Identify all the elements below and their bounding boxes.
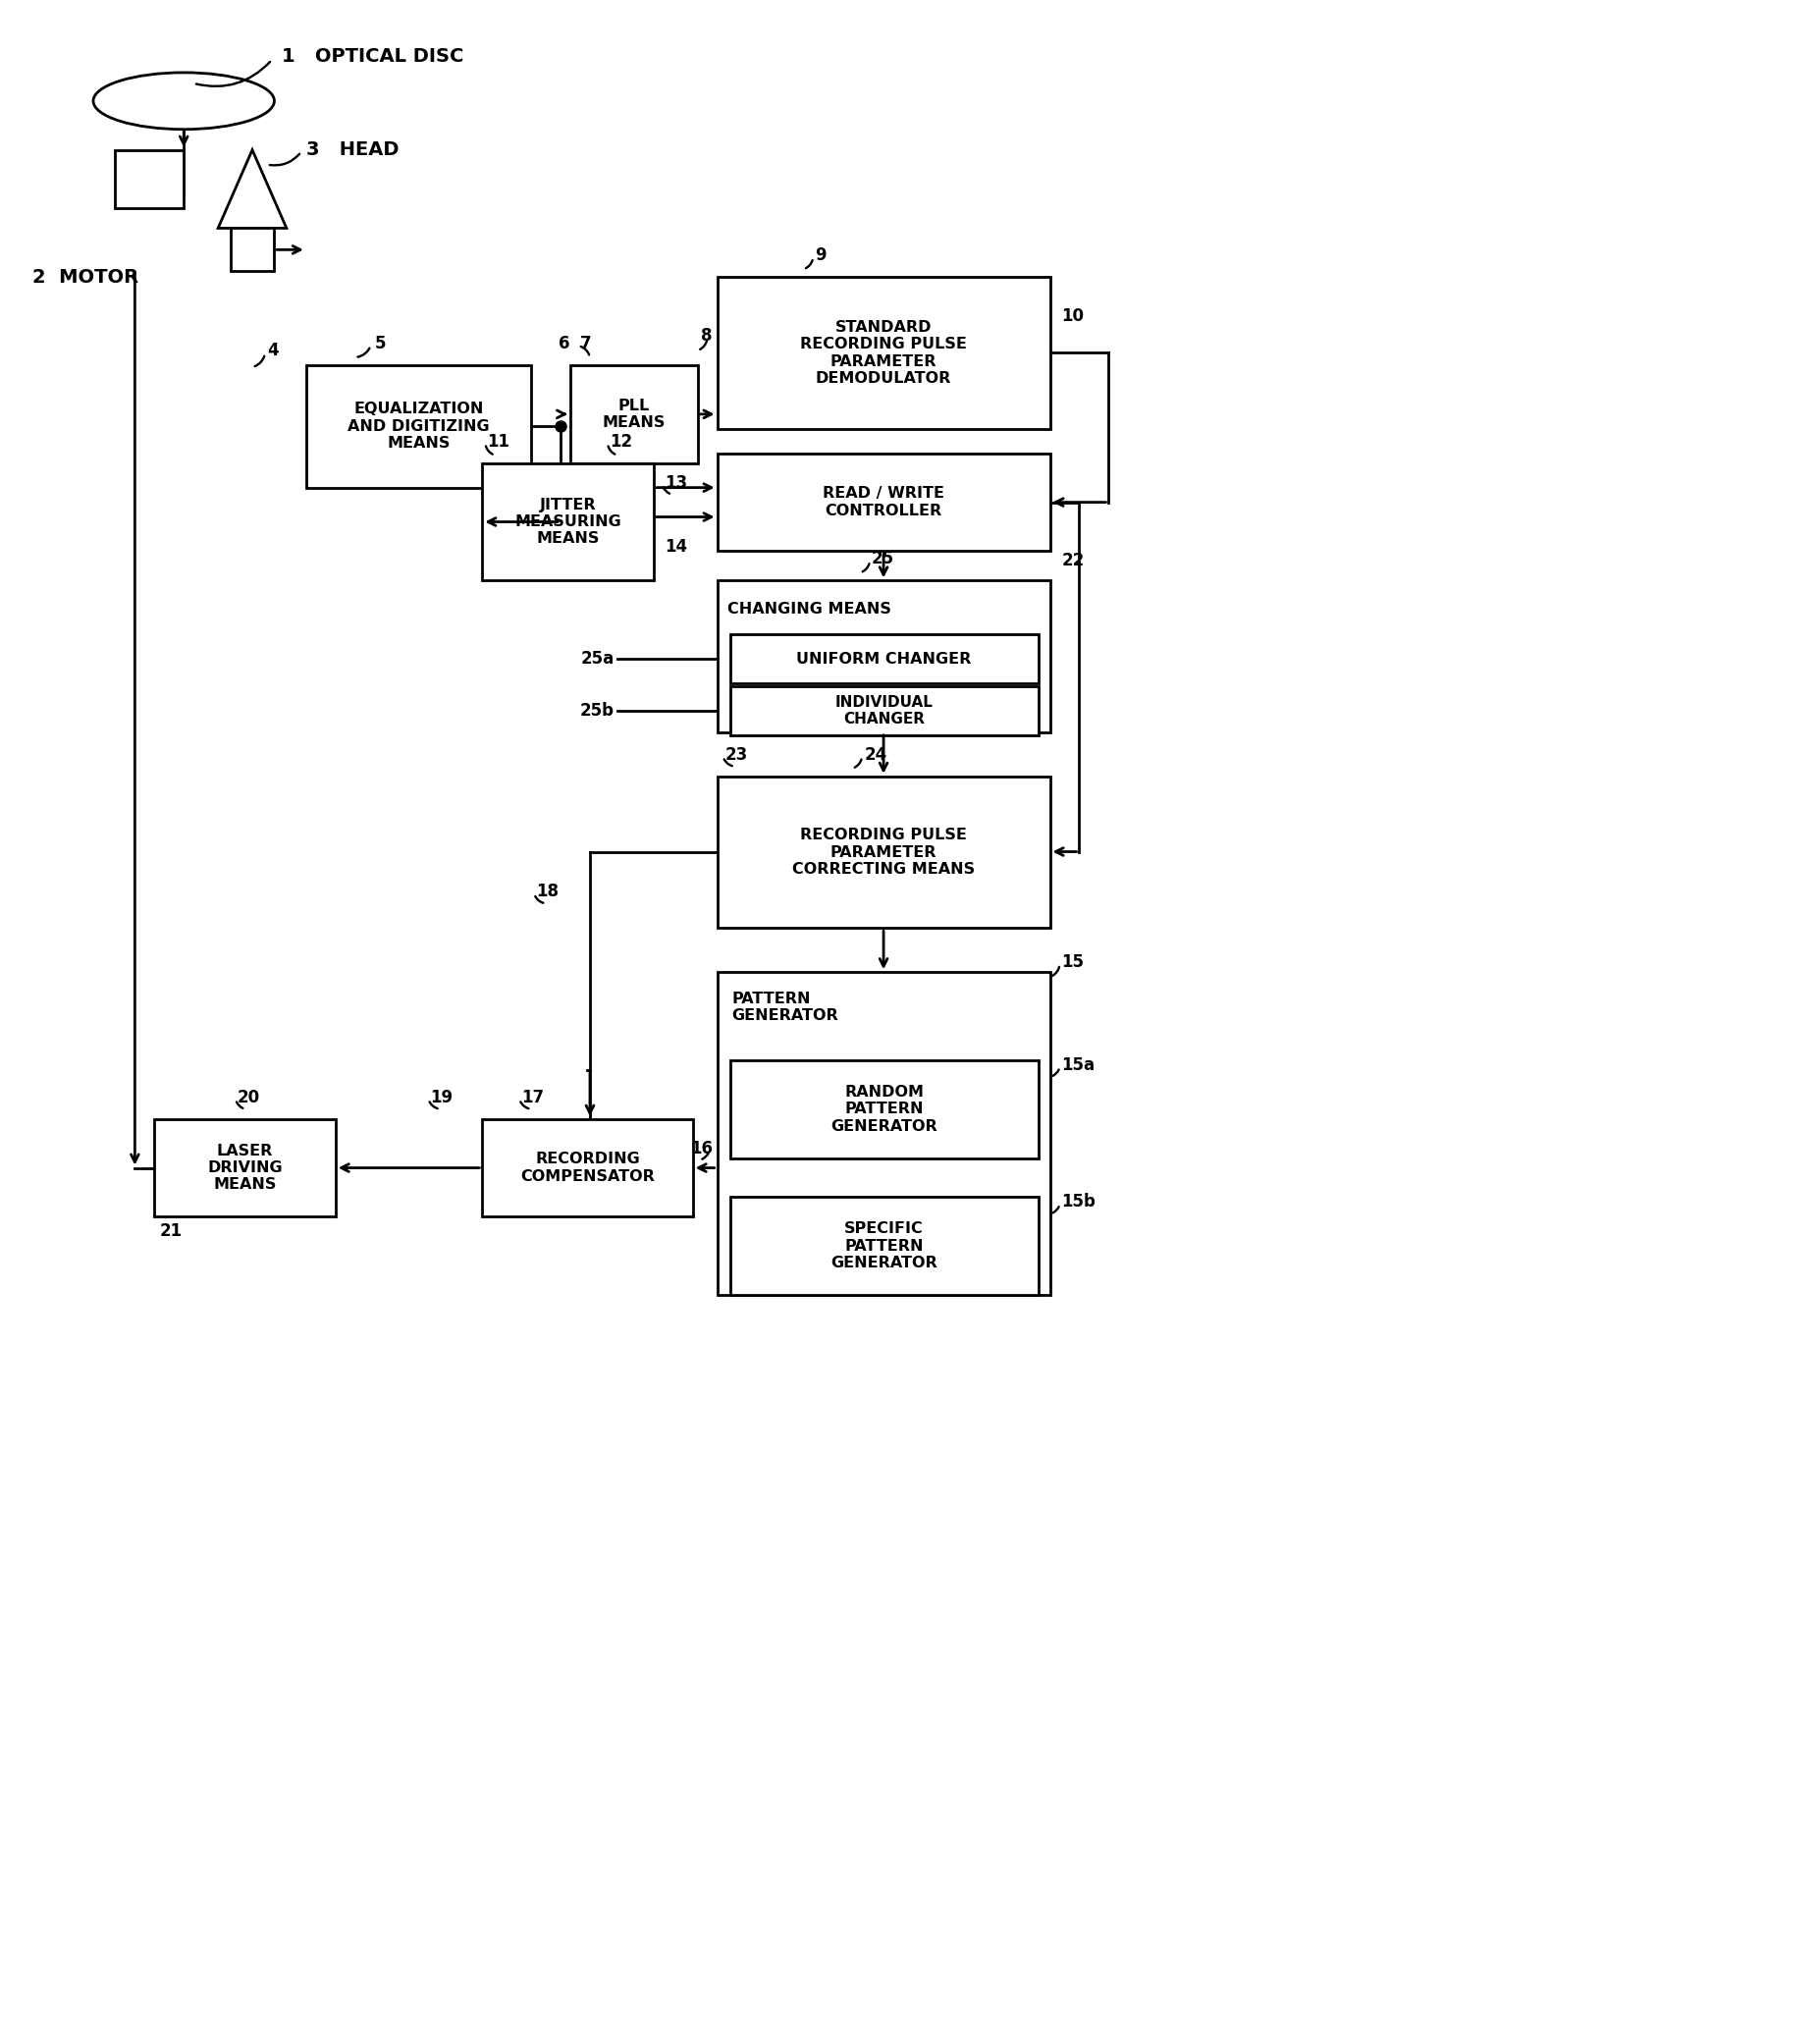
Text: 5: 5 xyxy=(375,335,385,352)
Polygon shape xyxy=(218,149,287,229)
Text: JITTER
MEASURING
MEANS: JITTER MEASURING MEANS xyxy=(514,497,622,546)
Text: 13: 13 xyxy=(664,474,687,491)
Bar xyxy=(729,1061,1038,1159)
Text: 11: 11 xyxy=(487,433,509,450)
Bar xyxy=(716,973,1051,1296)
Text: 12: 12 xyxy=(609,433,633,450)
Text: 10: 10 xyxy=(1062,307,1084,325)
Text: 21: 21 xyxy=(160,1222,182,1241)
Text: STANDARD
RECORDING PULSE
PARAMETER
DEMODULATOR: STANDARD RECORDING PULSE PARAMETER DEMOD… xyxy=(800,321,967,386)
Text: 15: 15 xyxy=(1062,953,1084,971)
Text: 14: 14 xyxy=(664,538,687,556)
Text: 3   HEAD: 3 HEAD xyxy=(305,141,398,159)
Bar xyxy=(729,1198,1038,1296)
Text: 2  MOTOR: 2 MOTOR xyxy=(33,268,138,286)
Text: 16: 16 xyxy=(691,1139,713,1157)
Bar xyxy=(482,1118,693,1216)
Bar xyxy=(716,580,1051,732)
Bar xyxy=(716,777,1051,928)
Text: 1   OPTICAL DISC: 1 OPTICAL DISC xyxy=(282,47,464,65)
Text: 4: 4 xyxy=(267,341,278,360)
Text: 15b: 15b xyxy=(1062,1194,1096,1210)
Text: 7: 7 xyxy=(580,335,591,352)
Text: LASER
DRIVING
MEANS: LASER DRIVING MEANS xyxy=(207,1143,282,1192)
Bar xyxy=(729,687,1038,736)
Bar xyxy=(115,149,184,208)
Bar xyxy=(716,454,1051,552)
Text: 22: 22 xyxy=(1062,552,1085,570)
Text: PATTERN
GENERATOR: PATTERN GENERATOR xyxy=(733,991,838,1024)
Text: 18: 18 xyxy=(536,883,558,901)
Text: 6: 6 xyxy=(558,335,569,352)
Text: READ / WRITE
CONTROLLER: READ / WRITE CONTROLLER xyxy=(824,486,944,519)
Ellipse shape xyxy=(93,72,275,129)
Text: 25b: 25b xyxy=(580,701,614,719)
Text: 20: 20 xyxy=(238,1089,260,1106)
Bar xyxy=(571,366,698,464)
Text: RECORDING
COMPENSATOR: RECORDING COMPENSATOR xyxy=(520,1153,654,1183)
Text: PLL
MEANS: PLL MEANS xyxy=(602,399,665,429)
Text: CHANGING MEANS: CHANGING MEANS xyxy=(727,603,891,617)
Text: RECORDING PULSE
PARAMETER
CORRECTING MEANS: RECORDING PULSE PARAMETER CORRECTING MEA… xyxy=(793,828,974,877)
Bar xyxy=(482,464,653,580)
Text: 25: 25 xyxy=(873,550,894,568)
Bar xyxy=(155,1118,336,1216)
Bar xyxy=(231,229,275,272)
Bar xyxy=(716,278,1051,429)
Text: UNIFORM CHANGER: UNIFORM CHANGER xyxy=(796,652,971,666)
Text: 15a: 15a xyxy=(1062,1057,1094,1073)
Text: SPECIFIC
PATTERN
GENERATOR: SPECIFIC PATTERN GENERATOR xyxy=(831,1222,938,1271)
Text: 25a: 25a xyxy=(580,650,614,668)
Text: 19: 19 xyxy=(431,1089,453,1106)
Text: 8: 8 xyxy=(702,327,713,345)
Bar xyxy=(305,366,531,489)
Text: 17: 17 xyxy=(522,1089,544,1106)
Text: 23: 23 xyxy=(725,746,747,764)
Text: RANDOM
PATTERN
GENERATOR: RANDOM PATTERN GENERATOR xyxy=(831,1085,938,1134)
Text: EQUALIZATION
AND DIGITIZING
MEANS: EQUALIZATION AND DIGITIZING MEANS xyxy=(347,403,489,452)
Text: 9: 9 xyxy=(814,247,827,264)
Text: INDIVIDUAL
CHANGER: INDIVIDUAL CHANGER xyxy=(834,695,933,728)
Text: 24: 24 xyxy=(864,746,887,764)
Bar xyxy=(729,634,1038,683)
